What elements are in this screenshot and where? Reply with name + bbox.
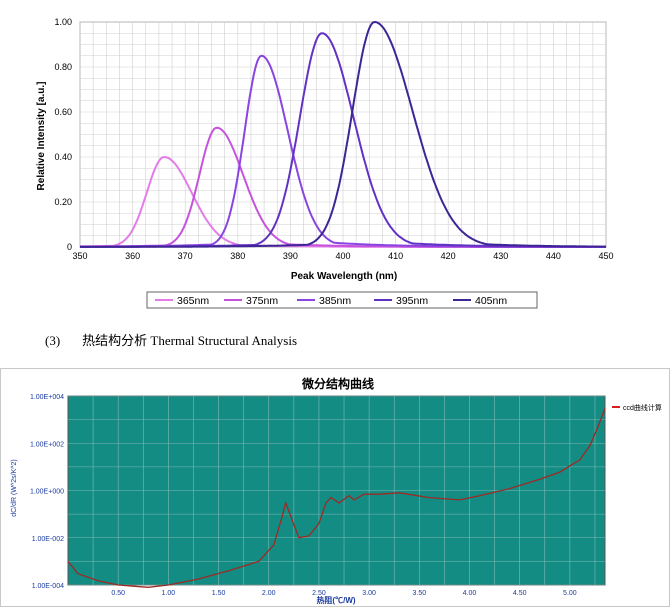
legend-label: 405nm bbox=[475, 295, 507, 307]
x-axis-title: 热阻(℃/W) bbox=[316, 595, 355, 605]
section-heading: (3) 热结构分析 Thermal Structural Analysis bbox=[45, 330, 297, 349]
x-tick-label: 0.50 bbox=[111, 590, 125, 597]
x-tick-label: 350 bbox=[72, 251, 87, 261]
legend-label: 375nm bbox=[246, 295, 278, 307]
x-tick-label: 1.00 bbox=[162, 590, 176, 597]
x-tick-label: 4.00 bbox=[463, 590, 477, 597]
x-tick-label: 3.50 bbox=[412, 590, 426, 597]
x-tick-label: 1.50 bbox=[212, 590, 226, 597]
y-tick-label: 0.20 bbox=[54, 197, 72, 207]
x-tick-label: 420 bbox=[441, 251, 456, 261]
x-tick-label: 3.00 bbox=[362, 590, 376, 597]
differential-structure-chart: 微分结构曲线 0.50 1.00 1.50 2.00 2.50 3.00 3.50 4.00 4… bbox=[0, 368, 670, 607]
x-tick-label: 360 bbox=[125, 251, 140, 261]
x-tick-label: 400 bbox=[335, 251, 350, 261]
series-line bbox=[67, 408, 606, 588]
section-title: 热结构分析 Thermal Structural Analysis bbox=[82, 333, 298, 348]
series-group bbox=[80, 20, 606, 248]
section-number: (3) bbox=[45, 333, 61, 348]
y-tick-label: 0.60 bbox=[54, 107, 72, 117]
y-tick-label: 1.00E+002 bbox=[30, 441, 64, 448]
y-tick-label: 0 bbox=[67, 242, 72, 252]
x-tick-label: 4.50 bbox=[513, 590, 527, 597]
x-tick-label: 2.00 bbox=[262, 590, 276, 597]
x-tick-label: 5.00 bbox=[563, 590, 577, 597]
x-tick-label: 410 bbox=[388, 251, 403, 261]
y-tick-label: 1.00 bbox=[54, 17, 72, 27]
legend: ccd曲线计算 bbox=[612, 403, 662, 412]
plot-grid bbox=[79, 21, 607, 248]
x-tick-label: 430 bbox=[493, 251, 508, 261]
axes: 350 360 370 380 390 400 410 420 430 440 450 0 0.20 0.… bbox=[54, 17, 613, 261]
plot-area bbox=[67, 395, 606, 586]
x-axis-title: Peak Wavelength (nm) bbox=[291, 271, 397, 282]
x-tick-label: 390 bbox=[283, 251, 298, 261]
legend: 365nm 375nm 385nm 395nm 405nm bbox=[146, 291, 538, 309]
x-tick-label: 450 bbox=[598, 251, 613, 261]
legend-box bbox=[146, 291, 538, 309]
legend-label: 365nm bbox=[177, 295, 209, 307]
axes: 0.50 1.00 1.50 2.00 2.50 3.00 3.50 4.00 4.50 5.00… bbox=[30, 394, 577, 597]
wavelength-chart: 350 360 370 380 390 400 410 420 430 440 450 0 0.20 0.… bbox=[36, 17, 614, 309]
x-tick-label: 380 bbox=[230, 251, 245, 261]
legend-label: 395nm bbox=[396, 295, 428, 307]
y-axis-title: dC/dR (W^2s/K^2) bbox=[11, 459, 18, 517]
y-tick-label: 1.00E-002 bbox=[32, 536, 64, 543]
legend-label: 385nm bbox=[319, 295, 351, 307]
y-axis-title: Relative Intensity [a.u.] bbox=[36, 82, 47, 191]
y-tick-label: 0.80 bbox=[54, 62, 72, 72]
series-group bbox=[67, 408, 606, 588]
x-tick-label: 370 bbox=[178, 251, 193, 261]
y-tick-label: 1.00E+000 bbox=[30, 489, 64, 496]
y-tick-label: 1.00E-004 bbox=[32, 583, 64, 590]
legend-label: ccd曲线计算 bbox=[623, 403, 662, 412]
chart-title: 微分结构曲线 bbox=[301, 376, 374, 391]
y-tick-label: 1.00E+004 bbox=[30, 394, 64, 401]
x-tick-label: 2.50 bbox=[312, 590, 326, 597]
series-line bbox=[80, 20, 606, 248]
y-tick-label: 0.40 bbox=[54, 152, 72, 162]
x-tick-label: 440 bbox=[546, 251, 561, 261]
